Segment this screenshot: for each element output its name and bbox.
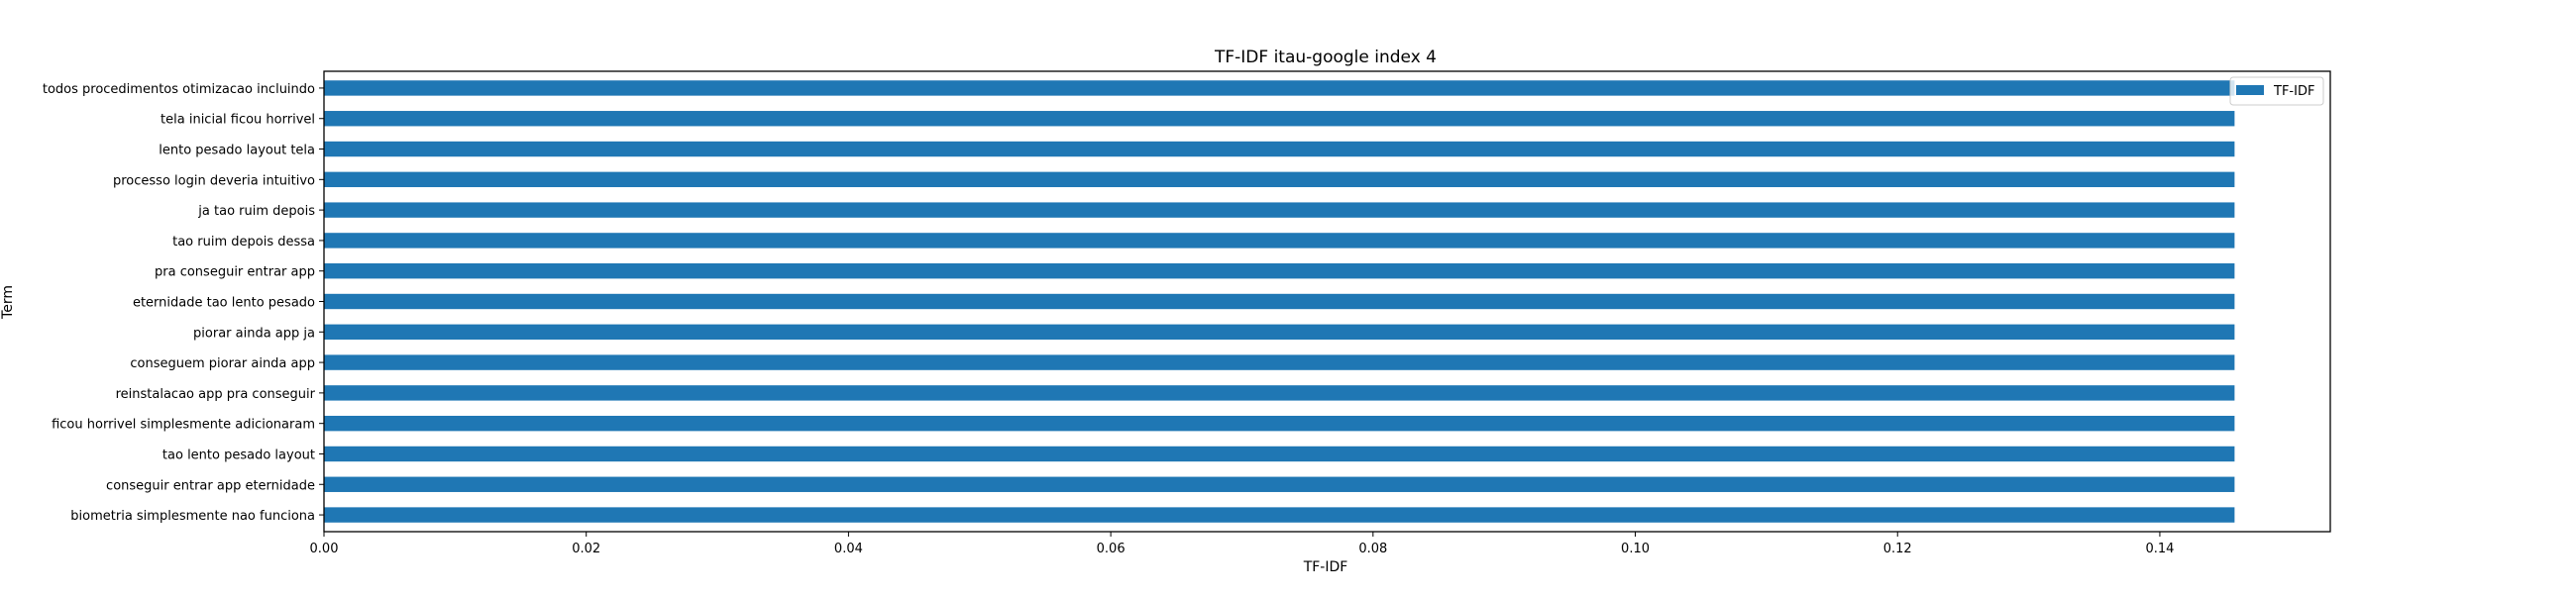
bar: [324, 141, 2235, 157]
bar: [324, 111, 2235, 127]
x-tick-label: 0.10: [1621, 542, 1650, 556]
y-axis-ticks: todos procedimentos otimizacao incluindo…: [43, 82, 324, 524]
bar: [324, 415, 2235, 432]
x-tick-label: 0.02: [572, 542, 600, 556]
bars-group: [324, 80, 2235, 523]
plot-area-frame: [323, 70, 2331, 533]
y-tick-label: reinstalacao app pra conseguir: [116, 387, 316, 402]
y-tick-label: tao lento pesado layout: [162, 448, 315, 462]
legend: TF-IDF: [2229, 76, 2324, 106]
x-tick-label: 0.04: [834, 542, 863, 556]
y-axis-label: Term: [0, 285, 16, 320]
y-tick-label: lento pesado layout tela: [159, 144, 315, 158]
bar: [324, 476, 2235, 492]
x-tick-label: 0.06: [1097, 542, 1126, 556]
y-tick-label: piorar ainda app ja: [193, 326, 315, 341]
bar: [324, 263, 2235, 279]
bar: [324, 171, 2235, 188]
y-tick-label: eternidade tao lento pesado: [133, 296, 315, 311]
y-tick-label: processo login deveria intuitivo: [113, 173, 315, 188]
x-axis-ticks: 0.00 0.02 0.04 0.06 0.08 0.10 0.12 0.14: [310, 532, 2174, 556]
x-tick-label: 0.08: [1358, 542, 1387, 556]
y-tick-label: conseguem piorar ainda app: [130, 356, 315, 371]
y-tick-label: tela inicial ficou horrivel: [161, 113, 315, 128]
bar: [324, 354, 2235, 370]
y-tick-label: ficou horrivel simplesmente adicionaram: [52, 418, 315, 433]
x-axis-label: TF-IDF: [1303, 559, 1348, 575]
y-tick-label: ja tao ruim depois: [197, 204, 315, 219]
bar: [324, 507, 2235, 523]
legend-box: [2229, 76, 2324, 106]
bar: [324, 233, 2235, 249]
x-tick-label: 0.12: [1883, 542, 1912, 556]
y-tick-label: tao ruim depois dessa: [172, 235, 315, 249]
bar: [324, 202, 2235, 218]
bar: [324, 293, 2235, 310]
bar: [324, 80, 2235, 96]
legend-swatch: [2236, 85, 2264, 95]
bar: [324, 385, 2235, 401]
y-tick-label: todos procedimentos otimizacao incluindo: [43, 82, 315, 97]
legend-label: TF-IDF: [2273, 84, 2314, 99]
x-tick-label: 0.14: [2145, 542, 2174, 556]
x-tick-label: 0.00: [310, 542, 339, 556]
y-tick-label: conseguir entrar app eternidade: [106, 478, 315, 493]
bar: [324, 446, 2235, 462]
y-tick-label: pra conseguir entrar app: [155, 265, 315, 280]
bar: [324, 324, 2235, 340]
y-tick-label: biometria simplesmente nao funciona: [70, 509, 315, 524]
chart-title: TF-IDF itau-google index 4: [1214, 48, 1437, 67]
